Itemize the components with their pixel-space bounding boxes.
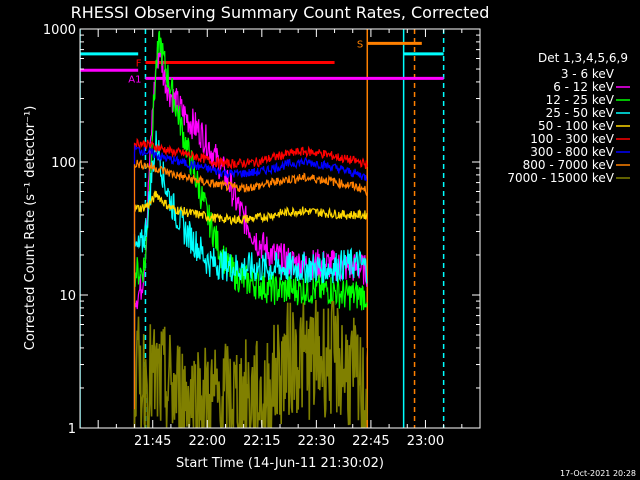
legend-label: 800 - 7000 keV [523,158,615,172]
y-tick-label: 1 [68,422,76,437]
y-tick-label: 10 [59,289,76,304]
series-line [133,137,368,428]
flag-label: S [357,39,363,50]
series-line [133,30,368,428]
x-tick-label: 22:15 [243,434,280,449]
series-line [133,159,368,428]
y-axis-label: Corrected Count Rate (s⁻¹ detector⁻¹) [23,106,38,351]
y-tick-label: 1000 [43,23,76,38]
legend-label: 300 - 800 keV [530,145,614,159]
y-axis: 1 10 100 1000 [43,23,480,437]
x-tick-label: 22:30 [298,434,335,449]
series-lines [133,30,368,428]
x-tick-label: 23:00 [407,434,444,449]
series-line [133,299,368,428]
x-tick-label: 22:00 [189,434,226,449]
series-line [133,145,368,428]
x-tick-label: 22:45 [352,434,389,449]
x-axis: 21:45 22:00 22:15 22:30 22:45 23:00 [97,29,463,449]
legend-label: 25 - 50 keV [546,106,615,120]
series-line [133,189,368,428]
legend-label: 50 - 100 keV [538,119,615,133]
chart-title: RHESSI Observing Summary Count Rates, Co… [71,3,490,22]
legend-label: 6 - 12 keV [553,80,615,94]
x-tick-label: 21:45 [134,434,171,449]
legend-label: 12 - 25 keV [546,93,615,107]
legend-label: 100 - 300 keV [530,132,614,146]
series-line [133,130,368,428]
y-tick-label: 100 [51,156,76,171]
flag-label: F [136,58,142,69]
flag-bars: S F A1 [80,39,444,85]
legend-label: 7000 - 15000 keV [507,171,614,185]
x-axis-label: Start Time (14-Jun-11 21:30:02) [176,456,384,471]
footer-date: 17-Oct-2021 20:28 [560,469,636,478]
legend-label: 3 - 6 keV [561,67,615,81]
legend-title: Det 1,3,4,5,6,9 [538,51,628,65]
flag-label: A1 [128,74,141,85]
